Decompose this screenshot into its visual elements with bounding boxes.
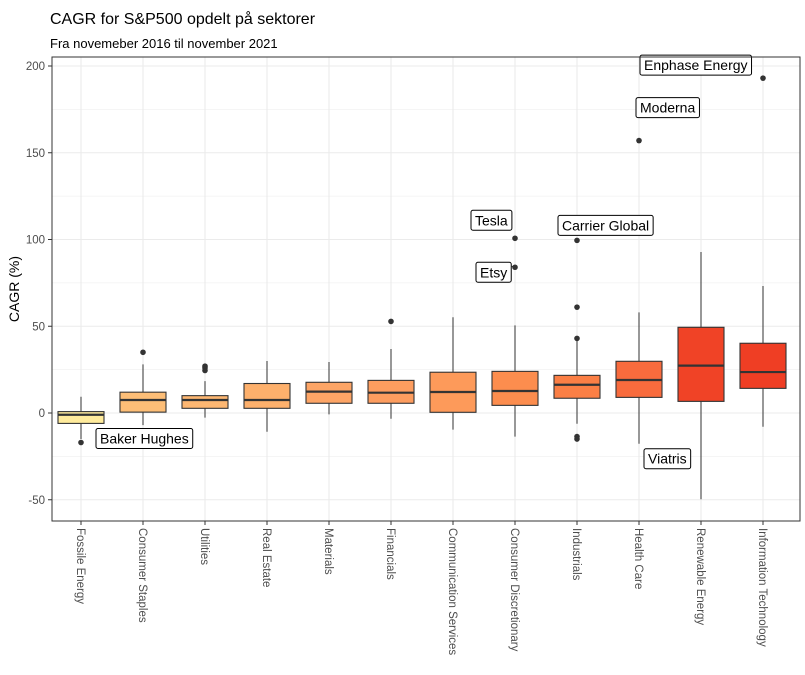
- y-tick-label: 150: [26, 148, 45, 160]
- box: [305, 381, 353, 404]
- outlier-point: [574, 436, 580, 442]
- x-tick-label: Consumer Staples: [136, 528, 148, 623]
- y-tick-label: -50: [28, 495, 45, 507]
- outlier-point: [574, 237, 580, 244]
- y-axis-label: CAGR (%): [6, 256, 22, 322]
- outlier-point: [512, 235, 518, 242]
- annotation-box: [470, 209, 513, 231]
- outlier-point: [78, 439, 84, 446]
- boxes: [57, 75, 787, 500]
- outlier-point: [574, 304, 580, 310]
- plot-panel-border: [51, 56, 801, 522]
- box: [553, 374, 601, 399]
- x-tick-label: Consumer Discretionary: [508, 528, 520, 652]
- box: [181, 395, 229, 409]
- x-tick-label: Communication Services: [446, 528, 458, 655]
- x-tick-label: Utilities: [198, 528, 210, 565]
- y-tick-label: 100: [26, 235, 45, 247]
- annotation-label: Carrier Global: [562, 217, 649, 233]
- outlier-point: [202, 363, 208, 369]
- x-tick-label: Fossile Energy: [74, 528, 86, 604]
- outlier-point: [760, 75, 766, 81]
- chart-title: CAGR for S&P500 opdelt på sektorer: [50, 10, 316, 28]
- x-tick-label: Financials: [384, 528, 396, 580]
- box: [243, 382, 291, 409]
- annotation-box: [475, 261, 512, 283]
- annotation-connector: [511, 265, 516, 268]
- x-tick-label: Renewable Energy: [694, 528, 706, 625]
- x-tick-label: Information Technology: [756, 528, 768, 647]
- annotation-label: Enphase Energy: [644, 57, 748, 73]
- annotation-label: Etsy: [480, 264, 507, 280]
- outlier-point: [636, 137, 642, 144]
- x-tick-label: Real Estate: [260, 528, 272, 587]
- box: [57, 411, 105, 424]
- annotation-label: Moderna: [640, 100, 695, 116]
- x-tick-label: Industrials: [570, 528, 582, 581]
- annotation-label: Viatris: [648, 451, 687, 467]
- y-tick-label: 0: [39, 408, 45, 420]
- box: [119, 391, 167, 413]
- x-tick-label: Materials: [322, 528, 334, 575]
- x-tick-label: Health Care: [632, 528, 644, 589]
- outlier-point: [574, 335, 580, 342]
- chart-subtitle: Fra novemeber 2016 til november 2021: [50, 36, 278, 51]
- box: [739, 342, 787, 389]
- annotation-box: [557, 214, 654, 236]
- y-tick-label: 50: [32, 321, 45, 333]
- annotation-label: Baker Hughes: [100, 430, 189, 446]
- annotations: Baker Hughes Tesla Etsy Carrier Global Moder…: [95, 54, 753, 470]
- annotation-label: Tesla: [475, 212, 508, 228]
- annotation-box: [95, 427, 194, 449]
- outlier-point: [140, 349, 146, 356]
- y-tick-label: 200: [26, 61, 45, 73]
- outlier-point: [388, 318, 394, 325]
- annotation-box: [639, 54, 753, 76]
- annotation-box: [643, 448, 692, 470]
- box: [677, 326, 725, 402]
- axes: -50 0 50 100 150 200 Fossile Energy Consumer St…: [26, 61, 768, 655]
- box: [491, 370, 539, 406]
- annotation-box: [635, 97, 700, 119]
